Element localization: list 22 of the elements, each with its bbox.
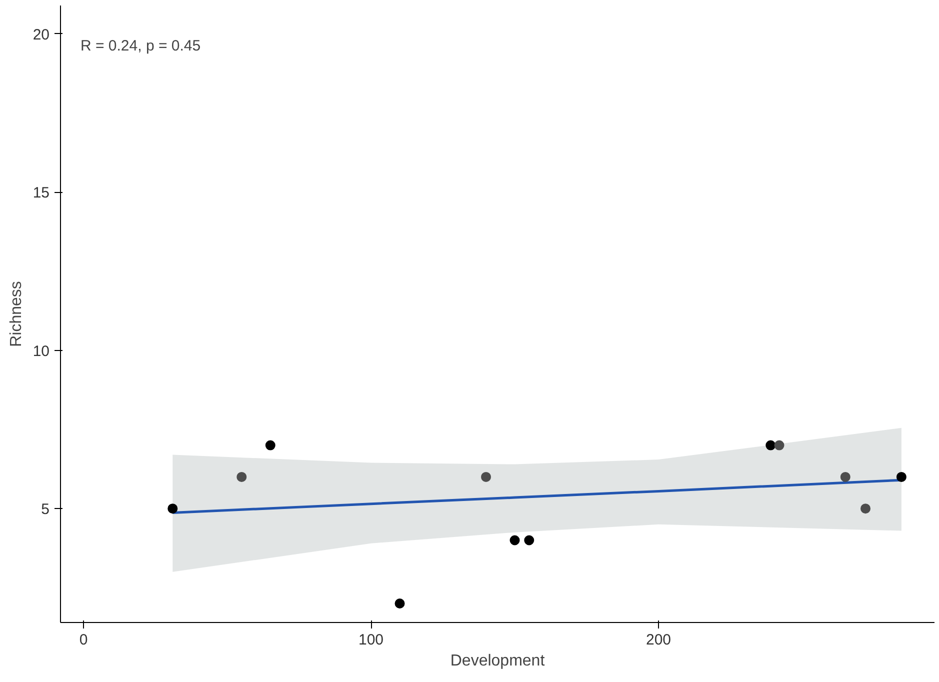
point bbox=[168, 504, 178, 514]
y-tick-label: 20 bbox=[32, 26, 50, 44]
point bbox=[860, 504, 870, 514]
x-tick-label: 200 bbox=[646, 632, 672, 648]
point bbox=[774, 440, 784, 450]
point bbox=[766, 440, 776, 450]
point bbox=[524, 535, 534, 546]
annotation: R = 0.24, p = 0.45 bbox=[80, 38, 201, 54]
point bbox=[394, 598, 405, 609]
y-tick-label: 10 bbox=[32, 342, 50, 360]
x-tick-label: 100 bbox=[358, 632, 384, 648]
y-axis-title: Richness bbox=[8, 281, 25, 347]
point bbox=[236, 472, 247, 482]
x-axis-title: Development bbox=[450, 652, 546, 670]
y-tick-label: 5 bbox=[41, 501, 50, 518]
point bbox=[481, 472, 491, 482]
point bbox=[896, 472, 906, 482]
y-tick-label: 15 bbox=[32, 184, 50, 202]
point bbox=[840, 472, 850, 482]
point bbox=[265, 440, 276, 450]
x-tick-label: 0 bbox=[79, 632, 88, 648]
point bbox=[510, 535, 520, 546]
